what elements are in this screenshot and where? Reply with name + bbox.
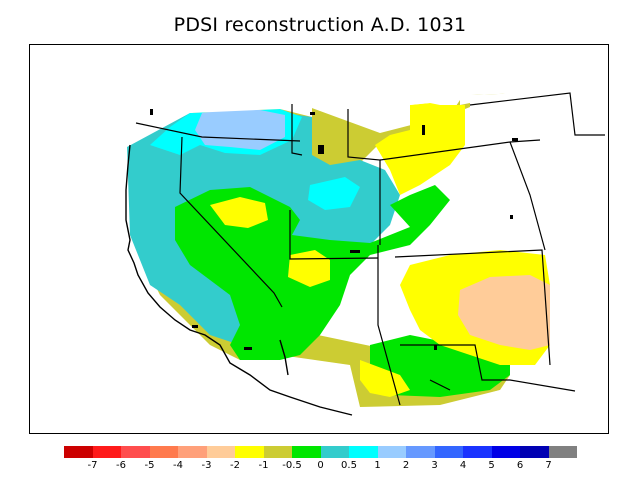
colorbar-swatch xyxy=(349,446,378,458)
colorbar-tick-label: -0.5 xyxy=(282,460,302,471)
mask-south xyxy=(360,385,608,433)
colorbar-tick-label: -5 xyxy=(144,460,155,471)
colorbar-tick-label: 0.5 xyxy=(341,460,357,471)
colorbar-tick-label: -4 xyxy=(173,460,183,471)
region-dry-moderate-east xyxy=(458,275,550,350)
colorbar-swatch xyxy=(64,446,93,458)
region-wet-mild-center xyxy=(308,177,360,210)
colorbar-tick-label: 7 xyxy=(545,460,552,471)
colorbar-swatch xyxy=(206,446,235,458)
region-dry-mild-se xyxy=(360,360,410,397)
colorbar-swatch xyxy=(121,446,150,458)
colorbar-swatch xyxy=(434,446,463,458)
region-dry-mild-west xyxy=(210,197,268,228)
colorbar-swatch xyxy=(377,446,406,458)
colorbar-swatch xyxy=(406,446,435,458)
colorbar-swatch xyxy=(463,446,492,458)
colorbar-swatch xyxy=(149,446,178,458)
colorbar-swatch xyxy=(292,446,321,458)
colorbar-tick-label: -2 xyxy=(230,460,240,471)
colorbar-tick-label: -1 xyxy=(258,460,269,471)
colorbar-tick-label: 1 xyxy=(374,460,381,471)
colorbar-swatch xyxy=(320,446,349,458)
colorbar-swatch xyxy=(92,446,121,458)
region-dry-mild-ne xyxy=(375,103,465,195)
colorbar-swatch xyxy=(520,446,549,458)
pdsi-map xyxy=(30,45,608,433)
region-wet-moderate-nw xyxy=(195,107,285,150)
colorbar-tick-label: 6 xyxy=(516,460,524,471)
colorbar-swatch xyxy=(548,446,577,458)
colorbar-tick-label: -7 xyxy=(87,460,98,471)
map-title: PDSI reconstruction A.D. 1031 xyxy=(173,14,467,36)
colorbar-tick-label: 2 xyxy=(402,460,410,471)
colorbar-tick-label: 5 xyxy=(488,460,495,471)
colorbar-tick-label: -3 xyxy=(201,460,212,471)
coastline xyxy=(125,144,353,416)
mask-northeast xyxy=(470,90,608,245)
colorbar-swatch xyxy=(235,446,264,458)
colorbar-tick-label: 3 xyxy=(431,460,438,471)
state-borders xyxy=(135,92,605,406)
colorbar-swatch xyxy=(491,446,520,458)
colorbar xyxy=(64,446,577,458)
island-marks xyxy=(150,109,518,350)
mask-pacific xyxy=(30,45,360,433)
colorbar-labels: -7 -6 -5 -4 -3 -2 -1 -0.5 0 0.5 1 2 3 4 5 6 7 xyxy=(64,460,577,474)
colorbar-tick-label: 4 xyxy=(459,460,467,471)
map-panel xyxy=(29,44,609,434)
colorbar-tick-label: -6 xyxy=(116,460,126,471)
mask-north-top xyxy=(125,45,608,117)
colorbar-swatch xyxy=(263,446,292,458)
colorbar-tick-label: 0 xyxy=(317,460,324,471)
colorbar-swatch xyxy=(178,446,207,458)
